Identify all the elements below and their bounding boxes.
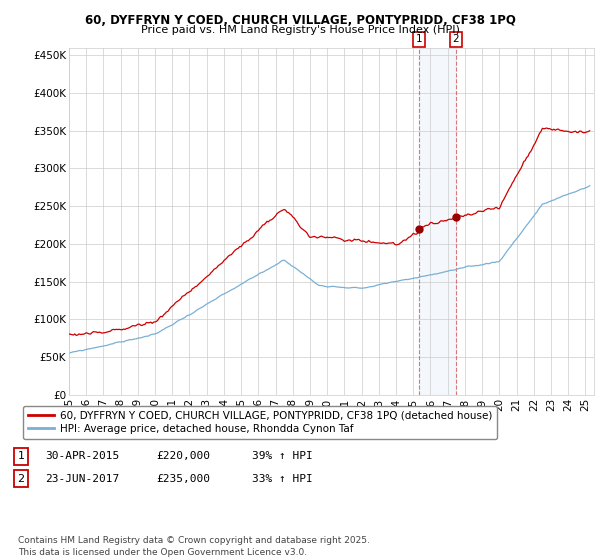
Text: Contains HM Land Registry data © Crown copyright and database right 2025.
This d: Contains HM Land Registry data © Crown c… — [18, 536, 370, 557]
Text: £235,000: £235,000 — [156, 474, 210, 484]
Text: 2: 2 — [452, 34, 459, 44]
Text: 60, DYFFRYN Y COED, CHURCH VILLAGE, PONTYPRIDD, CF38 1PQ: 60, DYFFRYN Y COED, CHURCH VILLAGE, PONT… — [85, 14, 515, 27]
Text: 2: 2 — [17, 474, 25, 484]
Text: 30-APR-2015: 30-APR-2015 — [45, 451, 119, 461]
Text: 23-JUN-2017: 23-JUN-2017 — [45, 474, 119, 484]
Text: Price paid vs. HM Land Registry's House Price Index (HPI): Price paid vs. HM Land Registry's House … — [140, 25, 460, 35]
Text: 39% ↑ HPI: 39% ↑ HPI — [252, 451, 313, 461]
Text: 33% ↑ HPI: 33% ↑ HPI — [252, 474, 313, 484]
Text: 1: 1 — [416, 34, 422, 44]
Text: 1: 1 — [17, 451, 25, 461]
Bar — [419, 48, 456, 395]
Text: £220,000: £220,000 — [156, 451, 210, 461]
Legend: 60, DYFFRYN Y COED, CHURCH VILLAGE, PONTYPRIDD, CF38 1PQ (detached house), HPI: : 60, DYFFRYN Y COED, CHURCH VILLAGE, PONT… — [23, 405, 497, 439]
